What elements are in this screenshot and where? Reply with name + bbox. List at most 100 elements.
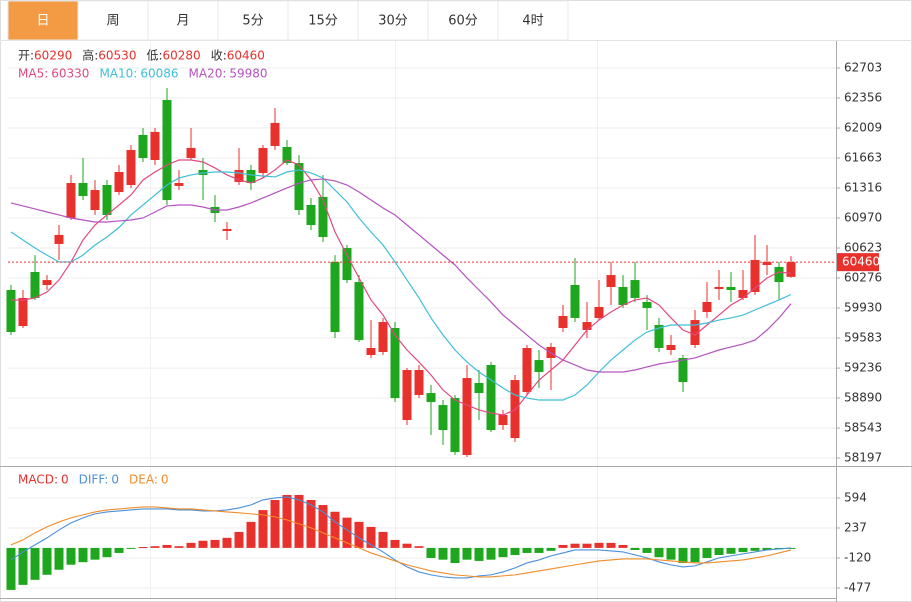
info-label: 低: bbox=[146, 49, 162, 63]
y-tick-label: 61316 bbox=[844, 181, 882, 195]
tab-label[interactable]: 周 bbox=[106, 14, 119, 29]
candle-body bbox=[270, 122, 280, 146]
macd-bar bbox=[342, 517, 352, 548]
tab[interactable] bbox=[287, 0, 359, 41]
candle-body bbox=[474, 382, 484, 394]
candle-body bbox=[630, 280, 640, 298]
candle-body bbox=[294, 163, 304, 211]
last-price-label: 60460 bbox=[842, 255, 880, 269]
candle-body bbox=[594, 306, 604, 318]
y-tick-label: 59236 bbox=[844, 361, 882, 375]
macd-bar bbox=[450, 547, 460, 564]
candle-body bbox=[258, 147, 268, 173]
macd-bar bbox=[78, 547, 88, 563]
tab[interactable] bbox=[7, 0, 79, 41]
candle-body bbox=[438, 405, 448, 430]
macd-bar bbox=[234, 531, 244, 548]
candle-body bbox=[330, 261, 340, 332]
tab-label[interactable]: 60分 bbox=[448, 14, 478, 29]
macd-bar bbox=[594, 542, 604, 548]
candle-body bbox=[126, 149, 136, 186]
y-tick-label: 58543 bbox=[844, 421, 882, 435]
macd-bar bbox=[102, 547, 112, 558]
macd-bar bbox=[186, 542, 196, 548]
candle-body bbox=[702, 301, 712, 312]
info-value: 60290 bbox=[34, 49, 72, 63]
macd-bar bbox=[534, 547, 544, 553]
tab-label[interactable]: 月 bbox=[176, 14, 189, 29]
candle-body bbox=[246, 169, 256, 184]
info-label: DIFF: bbox=[79, 473, 109, 487]
tab-label[interactable]: 4时 bbox=[522, 14, 543, 29]
macd-bar bbox=[618, 544, 628, 548]
macd-bar bbox=[546, 547, 556, 551]
y-tick-label: 60623 bbox=[844, 241, 882, 255]
candle-body bbox=[762, 261, 772, 265]
macd-bar bbox=[42, 547, 52, 575]
macd-bar bbox=[402, 543, 412, 548]
candle-body bbox=[42, 280, 52, 285]
y-tick-label: 60276 bbox=[844, 271, 882, 285]
candle-body bbox=[522, 348, 532, 392]
candle-body bbox=[366, 348, 376, 356]
candle-body bbox=[18, 297, 28, 327]
ma-line bbox=[11, 159, 792, 416]
macd-bar bbox=[462, 547, 472, 560]
candle-body bbox=[378, 322, 388, 352]
tab-label[interactable]: 5分 bbox=[242, 14, 263, 29]
candle-body bbox=[786, 262, 796, 277]
info-label: 开: bbox=[18, 49, 34, 63]
macd-bar bbox=[702, 547, 712, 558]
macd-bar bbox=[486, 547, 496, 560]
info-value: 60460 bbox=[227, 49, 265, 63]
macd-bar bbox=[726, 547, 736, 554]
macd-bar bbox=[30, 547, 40, 580]
tab[interactable] bbox=[497, 0, 569, 41]
macd-bar bbox=[222, 537, 232, 548]
tab[interactable] bbox=[357, 0, 429, 41]
macd-bar bbox=[558, 544, 568, 548]
tab[interactable] bbox=[217, 0, 289, 41]
info-value: 59980 bbox=[229, 67, 267, 81]
candle-body bbox=[414, 369, 424, 396]
candle-body bbox=[306, 204, 316, 225]
macd-bar bbox=[390, 539, 400, 548]
macd-bar bbox=[138, 547, 148, 549]
info-label: MA20: bbox=[189, 67, 227, 81]
macd-bar bbox=[18, 547, 28, 585]
info-value: 60280 bbox=[163, 49, 201, 63]
macd-bar bbox=[270, 500, 280, 548]
y-tick-label: 61663 bbox=[844, 150, 882, 164]
candle-body bbox=[186, 147, 196, 158]
y-tick-label: 60970 bbox=[844, 210, 882, 224]
candle-body bbox=[354, 282, 364, 341]
y-tick-label: 62356 bbox=[844, 91, 882, 105]
candle-body bbox=[462, 378, 472, 456]
y-tick-label: 58197 bbox=[844, 451, 882, 465]
macd-bar bbox=[54, 547, 64, 570]
macd-bar bbox=[654, 547, 664, 558]
y-tick-label: 59583 bbox=[844, 331, 882, 345]
candle-body bbox=[726, 286, 736, 291]
candle-body bbox=[78, 183, 88, 196]
macd-bar bbox=[474, 547, 484, 561]
tab[interactable] bbox=[77, 0, 149, 41]
candle-body bbox=[114, 172, 124, 193]
tab-label[interactable]: 日 bbox=[36, 14, 49, 29]
candle-body bbox=[750, 259, 760, 292]
tab-label[interactable]: 15分 bbox=[308, 14, 338, 29]
candle-body bbox=[54, 234, 64, 244]
ma-line bbox=[10, 178, 792, 373]
y-tick-label: 59930 bbox=[844, 301, 882, 315]
macd-bar bbox=[150, 546, 160, 548]
macd-bar bbox=[642, 547, 652, 553]
candle-body bbox=[90, 190, 100, 211]
tab[interactable] bbox=[147, 0, 219, 41]
macd-bar bbox=[522, 547, 532, 553]
macd-bar bbox=[66, 547, 76, 565]
macd-bar bbox=[126, 547, 136, 549]
macd-bar bbox=[174, 546, 184, 548]
tab-label[interactable]: 30分 bbox=[378, 14, 408, 29]
